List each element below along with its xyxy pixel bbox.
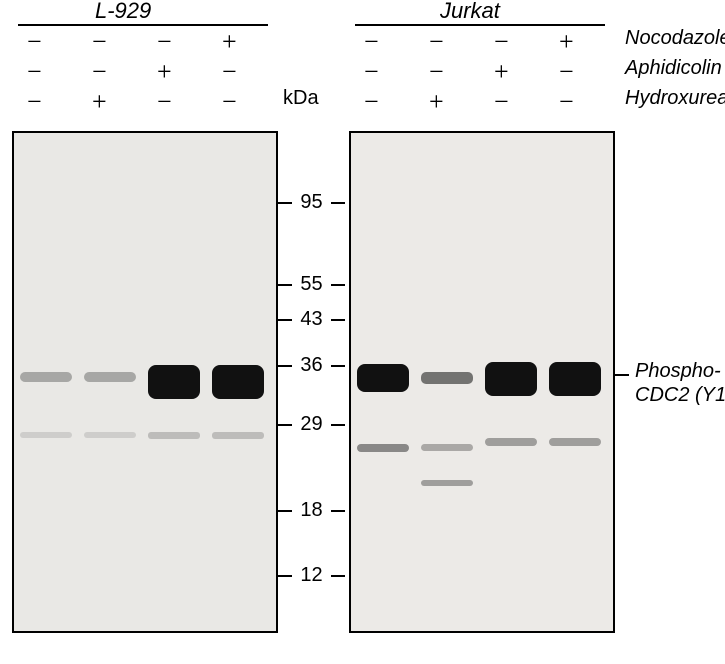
mw-tick-right-12 — [331, 575, 345, 577]
mw-tick-left-55 — [278, 284, 292, 286]
mw-36: 36 — [292, 354, 332, 377]
mw-tick-right-29 — [331, 424, 345, 426]
band-right-lane2 — [485, 362, 537, 396]
band-right-lane1 — [421, 372, 473, 384]
sign-right-r0-c1: − — [429, 27, 444, 57]
target-label-line1: Phospho- — [635, 360, 721, 383]
band-right-lane3 — [549, 362, 601, 396]
mw-55: 55 — [292, 273, 332, 296]
sign-right-r1-c2: + — [494, 57, 509, 87]
sign-right-r2-c3: − — [559, 87, 574, 117]
cell-line-left: L-929 — [95, 0, 151, 24]
mw-tick-left-36 — [278, 365, 292, 367]
mw-tick-right-95 — [331, 202, 345, 204]
band-right-lane0 — [357, 444, 409, 452]
target-tick — [613, 374, 629, 376]
blot-left — [12, 131, 278, 633]
mw-tick-right-43 — [331, 319, 345, 321]
sign-left-r2-c0: − — [27, 87, 42, 117]
mw-18: 18 — [292, 499, 332, 522]
band-left-lane3 — [212, 432, 264, 439]
cell-line-right: Jurkat — [440, 0, 500, 24]
band-right-lane1 — [421, 444, 473, 451]
mw-43: 43 — [292, 308, 332, 331]
sign-right-r2-c2: − — [494, 87, 509, 117]
mw-tick-right-18 — [331, 510, 345, 512]
mw-12: 12 — [292, 564, 332, 587]
header-line-right — [355, 24, 605, 26]
sign-left-r2-c3: − — [222, 87, 237, 117]
sign-right-r0-c3: + — [559, 27, 574, 57]
mw-tick-right-55 — [331, 284, 345, 286]
sign-left-r0-c0: − — [27, 27, 42, 57]
western-blot-figure: L-929 Jurkat −−−+−−+−−+−−−−−+−−+−−+−− No… — [0, 0, 725, 664]
sign-right-r0-c0: − — [364, 27, 379, 57]
target-label-line2: CDC2 (Y15) — [635, 384, 725, 407]
sign-left-r0-c1: − — [92, 27, 107, 57]
treatment-hydroxurea: Hydroxurea — [625, 87, 725, 110]
sign-right-r2-c1: + — [429, 87, 444, 117]
mw-tick-right-36 — [331, 365, 345, 367]
mw-29: 29 — [292, 413, 332, 436]
mw-tick-left-29 — [278, 424, 292, 426]
band-left-lane3 — [212, 365, 264, 399]
band-left-lane0 — [20, 432, 72, 438]
sign-right-r2-c0: − — [364, 87, 379, 117]
sign-right-r1-c3: − — [559, 57, 574, 87]
unit-label: kDa — [283, 87, 319, 110]
mw-tick-left-95 — [278, 202, 292, 204]
band-right-lane0 — [357, 364, 409, 392]
mw-95: 95 — [292, 191, 332, 214]
mw-tick-left-12 — [278, 575, 292, 577]
band-left-lane1 — [84, 432, 136, 438]
band-left-lane2 — [148, 365, 200, 399]
band-right-lane1 — [421, 480, 473, 486]
treatment-aphidicolin: Aphidicolin — [625, 57, 722, 80]
sign-left-r1-c3: − — [222, 57, 237, 87]
sign-left-r0-c3: + — [222, 27, 237, 57]
sign-right-r0-c2: − — [494, 27, 509, 57]
band-left-lane2 — [148, 432, 200, 439]
band-right-lane3 — [549, 438, 601, 446]
sign-left-r1-c1: − — [92, 57, 107, 87]
sign-left-r1-c0: − — [27, 57, 42, 87]
sign-right-r1-c0: − — [364, 57, 379, 87]
band-left-lane0 — [20, 372, 72, 382]
band-left-lane1 — [84, 372, 136, 382]
mw-tick-left-18 — [278, 510, 292, 512]
band-right-lane2 — [485, 438, 537, 446]
sign-left-r2-c1: + — [92, 87, 107, 117]
header-line-left — [18, 24, 268, 26]
sign-left-r0-c2: − — [157, 27, 172, 57]
sign-right-r1-c1: − — [429, 57, 444, 87]
sign-left-r1-c2: + — [157, 57, 172, 87]
mw-tick-left-43 — [278, 319, 292, 321]
blot-right — [349, 131, 615, 633]
treatment-nocodazole: Nocodazole — [625, 27, 725, 50]
sign-left-r2-c2: − — [157, 87, 172, 117]
